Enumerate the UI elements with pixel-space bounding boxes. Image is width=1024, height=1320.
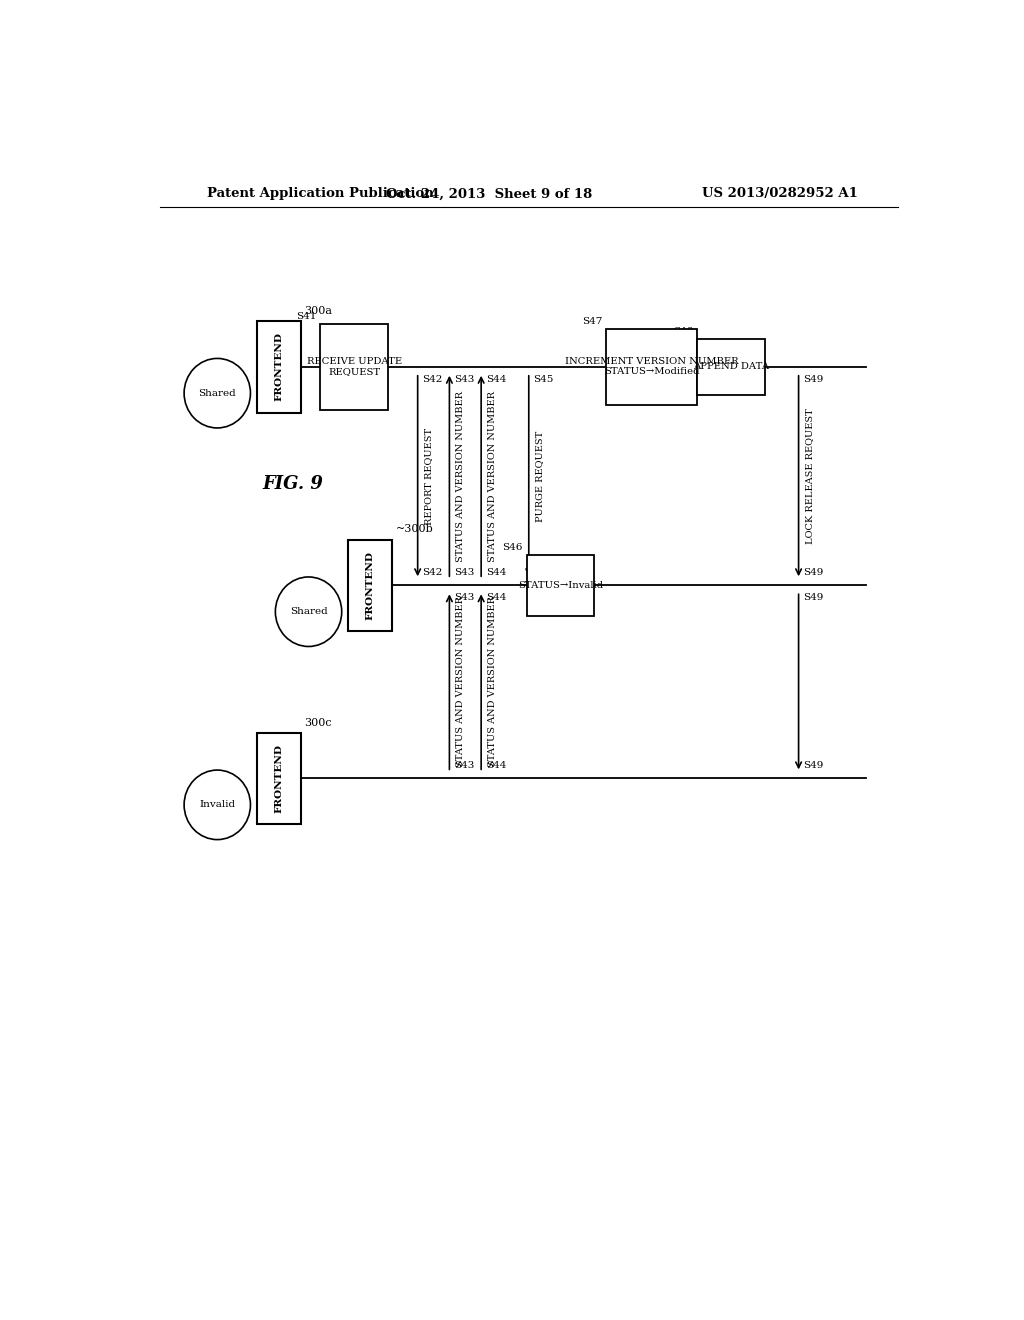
Bar [606, 329, 697, 405]
Text: US 2013/0282952 A1: US 2013/0282952 A1 [702, 187, 858, 201]
Text: S49: S49 [804, 568, 823, 577]
Text: S43: S43 [455, 594, 474, 602]
Bar [257, 733, 301, 824]
Text: Invalid: Invalid [200, 800, 236, 809]
Text: FRONTEND: FRONTEND [274, 744, 284, 813]
Text: FRONTEND: FRONTEND [366, 550, 375, 620]
Bar [697, 339, 765, 395]
Ellipse shape [184, 770, 251, 840]
Text: STATUS AND VERSION NUMBER: STATUS AND VERSION NUMBER [487, 597, 497, 767]
Text: S43: S43 [455, 762, 474, 771]
Text: 300c: 300c [304, 718, 332, 727]
Text: REPORT REQUEST: REPORT REQUEST [424, 428, 433, 524]
Text: STATUS AND VERSION NUMBER: STATUS AND VERSION NUMBER [456, 391, 465, 561]
Text: LOCK RELEASE REQUEST: LOCK RELEASE REQUEST [805, 408, 814, 544]
Bar [348, 540, 392, 631]
Text: STATUS AND VERSION NUMBER: STATUS AND VERSION NUMBER [456, 597, 465, 767]
Text: Patent Application Publication: Patent Application Publication [207, 187, 434, 201]
Text: Shared: Shared [290, 607, 328, 616]
Text: S49: S49 [804, 594, 823, 602]
Bar [321, 323, 388, 411]
Text: S49: S49 [804, 762, 823, 771]
Text: PURGE REQUEST: PURGE REQUEST [536, 430, 544, 521]
Text: ~300b: ~300b [396, 524, 433, 535]
Text: Oct. 24, 2013  Sheet 9 of 18: Oct. 24, 2013 Sheet 9 of 18 [386, 187, 592, 201]
Text: S44: S44 [486, 762, 506, 771]
Text: S47: S47 [582, 317, 602, 326]
Text: 300a: 300a [304, 306, 333, 315]
Text: INCREMENT VERSION NUMBER
STATUS→Modified: INCREMENT VERSION NUMBER STATUS→Modified [565, 358, 738, 376]
Bar [257, 321, 301, 412]
Text: RECEIVE UPDATE
REQUEST: RECEIVE UPDATE REQUEST [306, 358, 401, 376]
Text: S48: S48 [673, 327, 693, 335]
Text: S45: S45 [534, 375, 554, 384]
Text: S42: S42 [423, 568, 442, 577]
Text: S45: S45 [534, 568, 554, 577]
Text: S41: S41 [296, 312, 316, 321]
Text: FRONTEND: FRONTEND [274, 333, 284, 401]
Bar [526, 554, 594, 616]
Ellipse shape [184, 359, 251, 428]
Text: STATUS AND VERSION NUMBER: STATUS AND VERSION NUMBER [487, 391, 497, 561]
Text: S43: S43 [455, 375, 474, 384]
Text: S44: S44 [486, 568, 506, 577]
Text: S44: S44 [486, 375, 506, 384]
Text: Shared: Shared [199, 388, 237, 397]
Text: S43: S43 [455, 568, 474, 577]
Text: S42: S42 [423, 375, 442, 384]
Text: S49: S49 [804, 375, 823, 384]
Text: S44: S44 [486, 594, 506, 602]
Text: S46: S46 [503, 543, 523, 552]
Ellipse shape [275, 577, 342, 647]
Text: FIG. 9: FIG. 9 [263, 475, 324, 492]
Text: APPEND DATA: APPEND DATA [693, 362, 769, 371]
Text: STATUS→Invalid: STATUS→Invalid [518, 581, 603, 590]
